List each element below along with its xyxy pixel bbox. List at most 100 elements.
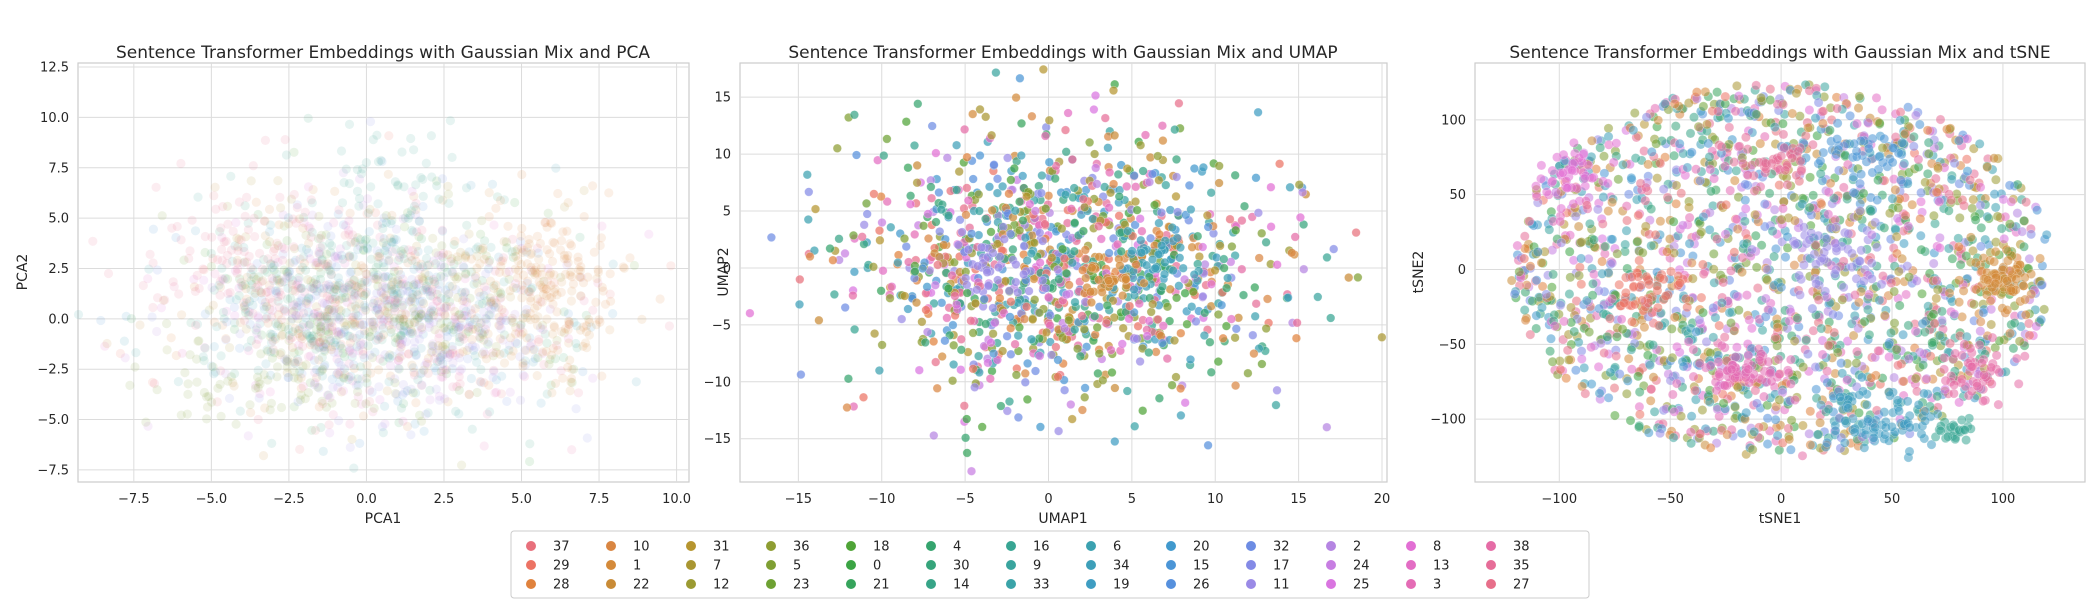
scatter-point — [877, 217, 887, 228]
scatter-point — [315, 336, 326, 347]
scatter-point — [943, 283, 954, 294]
scatter-point — [314, 246, 324, 257]
scatter-point — [1953, 233, 1964, 244]
scatter-point — [1249, 349, 1259, 359]
scatter-point — [356, 279, 367, 290]
scatter-point — [510, 246, 521, 257]
y-tick-label: −15 — [704, 432, 731, 447]
scatter-point — [301, 244, 312, 255]
scatter-point — [566, 267, 576, 277]
scatter-point — [212, 383, 223, 394]
scatter-point — [556, 277, 567, 287]
scatter-point — [987, 366, 997, 376]
scatter-point — [549, 238, 560, 248]
scatter-point — [1028, 314, 1038, 325]
scatter-point — [374, 248, 385, 259]
scatter-point — [483, 380, 494, 391]
scatter-point — [1238, 290, 1249, 300]
scatter-point — [1094, 221, 1104, 231]
scatter-point — [412, 261, 423, 271]
scatter-point — [336, 339, 346, 350]
scatter-point — [360, 288, 371, 299]
scatter-point — [443, 396, 453, 407]
scatter-point — [389, 313, 400, 323]
scatter-point — [2036, 314, 2046, 325]
scatter-point — [267, 329, 278, 340]
scatter-point — [374, 251, 385, 262]
scatter-point — [318, 342, 329, 353]
scatter-point — [332, 382, 343, 393]
scatter-point — [361, 275, 371, 285]
scatter-point — [402, 421, 413, 432]
scatter-point — [289, 189, 300, 200]
scatter-point — [368, 270, 379, 281]
scatter-point — [1898, 329, 1908, 340]
scatter-point — [276, 322, 287, 333]
scatter-point — [197, 264, 208, 274]
scatter-point — [305, 339, 316, 350]
scatter-point — [335, 340, 346, 351]
scatter-point — [267, 297, 277, 308]
scatter-point — [356, 168, 367, 179]
scatter-point — [525, 249, 536, 260]
scatter-point — [126, 313, 137, 324]
scatter-point — [416, 233, 427, 244]
y-tick-label: 15 — [714, 91, 731, 106]
scatter-point — [1123, 226, 1133, 236]
scatter-point — [259, 301, 269, 312]
scatter-point — [563, 257, 573, 268]
scatter-point — [331, 311, 342, 322]
scatter-point — [238, 242, 249, 253]
scatter-point — [1020, 233, 1031, 243]
scatter-point — [1175, 383, 1186, 394]
scatter-point — [315, 233, 326, 244]
scatter-point — [1811, 384, 1822, 395]
scatter-point — [869, 329, 880, 339]
scatter-point — [424, 276, 434, 287]
scatter-point — [312, 382, 323, 392]
scatter-point — [1545, 346, 1555, 357]
x-tick-label: 10 — [1207, 492, 1224, 507]
scatter-point — [460, 268, 471, 279]
scatter-point — [385, 233, 396, 243]
scatter-point — [444, 281, 455, 291]
scatter-point — [219, 236, 230, 247]
scatter-point — [324, 304, 335, 315]
scatter-point — [382, 307, 392, 318]
scatter-point — [1149, 200, 1160, 210]
scatter-point — [349, 237, 360, 248]
scatter-point — [333, 415, 344, 426]
scatter-point — [1118, 323, 1128, 333]
scatter-point — [455, 332, 466, 342]
scatter-point — [1104, 248, 1114, 258]
x-tick-label: 15 — [1290, 492, 1307, 507]
scatter-point — [479, 254, 490, 265]
scatter-point — [279, 265, 289, 275]
scatter-point — [339, 292, 350, 303]
scatter-point — [436, 306, 447, 317]
scatter-point — [484, 255, 495, 266]
scatter-point — [1625, 415, 1636, 426]
scatter-point — [208, 300, 219, 311]
scatter-point — [353, 345, 364, 356]
scatter-point — [404, 327, 415, 337]
scatter-point — [1148, 299, 1158, 309]
scatter-point — [490, 203, 501, 214]
scatter-point — [445, 349, 456, 360]
scatter-point — [464, 246, 475, 257]
scatter-point — [1778, 203, 1788, 214]
scatter-point — [250, 380, 261, 391]
scatter-point — [918, 221, 929, 231]
scatter-point — [258, 450, 269, 461]
scatter-point — [259, 216, 270, 226]
scatter-point — [1230, 381, 1241, 391]
scatter-point — [1589, 269, 1599, 280]
scatter-point — [1652, 173, 1663, 183]
scatter-point — [471, 263, 482, 274]
scatter-point — [394, 252, 405, 263]
x-tick-label: −15 — [785, 492, 812, 507]
scatter-point — [952, 185, 962, 195]
scatter-point — [1096, 234, 1106, 244]
scatter-point — [2009, 318, 2020, 328]
scatter-point — [359, 325, 370, 336]
